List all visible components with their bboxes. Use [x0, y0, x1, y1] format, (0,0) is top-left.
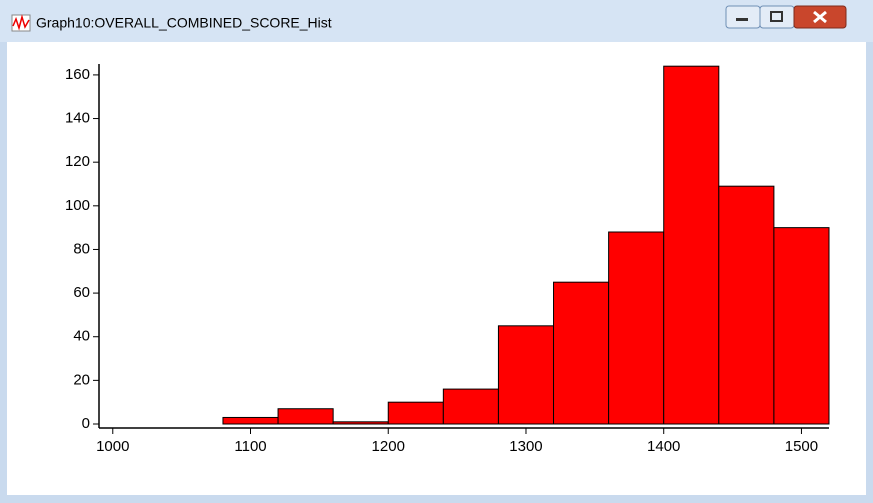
bar	[663, 65, 720, 425]
app-icon	[11, 14, 31, 32]
bar	[332, 421, 389, 425]
maximize-button[interactable]	[759, 5, 795, 29]
y-tick-label: 80	[73, 240, 90, 257]
bar	[222, 416, 279, 425]
x-tick-label: 1500	[785, 438, 818, 455]
x-tick-label: 1200	[372, 438, 405, 455]
x-tick-label: 1300	[509, 438, 542, 455]
bar	[387, 401, 444, 425]
x-tick-label: 1000	[96, 438, 129, 455]
minimize-button[interactable]	[725, 5, 761, 29]
y-tick-label: 160	[65, 66, 90, 83]
y-tick-label: 0	[82, 415, 90, 432]
window-title: Graph10:OVERALL_COMBINED_SCORE_Hist	[36, 15, 332, 31]
bar	[553, 281, 610, 425]
bar	[718, 185, 775, 425]
y-tick-label: 20	[73, 371, 90, 388]
bar	[442, 388, 499, 425]
y-tick-label: 60	[73, 284, 90, 301]
close-button[interactable]	[793, 5, 847, 29]
x-tick-label: 1100	[234, 438, 266, 455]
x-tick-label: 1400	[647, 438, 680, 455]
y-tick-label: 100	[65, 197, 90, 214]
bar	[497, 325, 555, 425]
y-tick-label: 120	[65, 153, 90, 170]
bar	[277, 408, 334, 425]
y-tick-label: 40	[73, 328, 90, 345]
bar	[773, 227, 830, 425]
y-tick-label: 140	[65, 110, 90, 127]
bar	[608, 231, 665, 425]
